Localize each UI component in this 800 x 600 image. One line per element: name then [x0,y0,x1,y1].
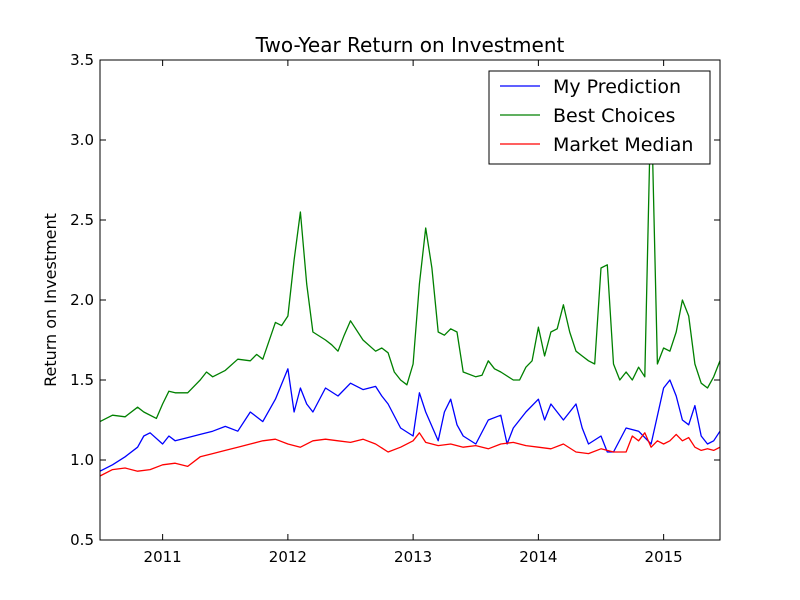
legend-label: Market Median [553,134,693,156]
series-line-market-median [99,432,721,477]
y-axis-label: Return on Investment [41,213,60,387]
series-line-my-prediction [99,368,721,472]
plot-area: 0.5 1.0 1.5 2.0 2.5 3.0 3.5 2011 2012 2013 2014 201… [70,51,721,566]
y-tick-label: 2.5 [70,211,94,229]
series-line-best-choices [99,91,721,423]
y-tick-label: 1.5 [70,371,94,389]
series-layer [99,91,721,477]
x-tick-label: 2011 [144,548,182,566]
x-tick-label: 2014 [519,548,557,566]
chart-title: Two-Year Return on Investment [255,33,565,57]
y-tick-label: 1.0 [70,451,94,469]
y-tick-label: 0.5 [70,531,94,549]
legend-label: Best Choices [553,105,675,127]
y-tick-label: 3.5 [70,51,94,69]
x-tick-label: 2012 [269,548,307,566]
legend-label: My Prediction [553,76,681,98]
axes-frame [99,59,721,541]
x-tick-label: 2013 [394,548,432,566]
x-tick-label: 2015 [645,548,683,566]
legend: My Prediction Best Choices Market Median [488,70,711,165]
y-tick-label: 2.0 [70,291,94,309]
ticks-layer: 0.5 1.0 1.5 2.0 2.5 3.0 3.5 2011 2012 2013 2014 201… [70,51,720,566]
y-tick-label: 3.0 [70,131,94,149]
